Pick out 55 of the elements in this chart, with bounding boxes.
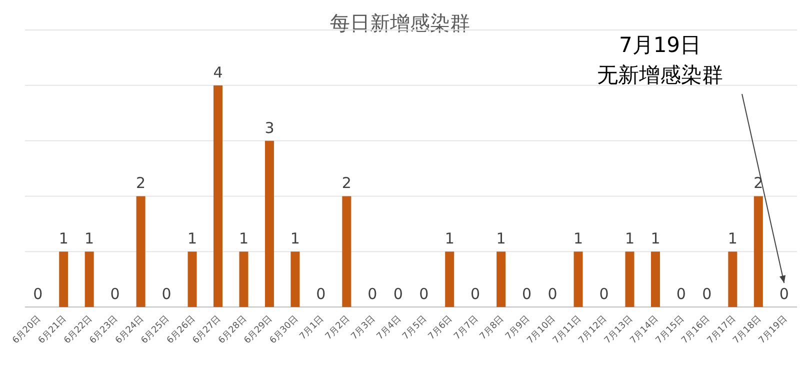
data-label: 0 [548, 285, 558, 303]
x-tick-label: 7月4日 [375, 314, 404, 342]
data-label: 1 [496, 230, 506, 248]
data-label: 0 [162, 285, 172, 303]
bar [136, 196, 146, 307]
bar [342, 196, 352, 307]
data-label: 0 [599, 285, 609, 303]
data-label: 1 [84, 230, 94, 248]
data-label: 1 [187, 230, 198, 248]
data-label: 1 [624, 230, 635, 248]
x-tick-label: 7月7日 [452, 314, 480, 342]
data-label: 1 [444, 230, 454, 248]
data-label: 1 [573, 230, 584, 248]
annotation: 无新增感染群 [597, 63, 723, 87]
data-label: 0 [702, 285, 712, 303]
data-label: 0 [419, 285, 429, 303]
data-label: 0 [368, 285, 378, 303]
bar [239, 252, 248, 307]
bar [188, 252, 197, 307]
annotation: 7月19日 [618, 33, 702, 57]
data-label: 0 [779, 285, 789, 303]
x-tick-label: 7月1日 [298, 314, 326, 342]
data-label: 1 [58, 230, 68, 248]
bar [754, 196, 763, 307]
data-label: 1 [238, 230, 249, 248]
bar [625, 252, 634, 307]
data-label: 1 [290, 230, 300, 248]
bar [290, 252, 300, 307]
data-label: 0 [33, 285, 43, 303]
data-label: 3 [264, 118, 274, 137]
bar [650, 252, 660, 307]
x-tick-label: 7月2日 [324, 314, 352, 342]
data-label: 0 [676, 285, 686, 303]
x-tick-label: 7月8日 [478, 314, 506, 342]
bar [728, 252, 738, 307]
bar [445, 252, 454, 307]
data-label: 2 [136, 174, 146, 192]
data-label: 4 [213, 63, 223, 82]
x-tick-label: 7月3日 [350, 314, 378, 342]
data-label: 2 [342, 174, 352, 192]
bar [496, 252, 506, 307]
data-label: 0 [110, 285, 120, 303]
bar [59, 252, 68, 307]
bar [84, 252, 94, 307]
x-tick-label: 7月5日 [401, 314, 429, 342]
data-label: 0 [393, 285, 403, 303]
data-label: 0 [522, 285, 532, 303]
data-label: 0 [470, 285, 480, 303]
bar [264, 140, 274, 307]
bar [574, 252, 583, 307]
data-label: 0 [316, 285, 326, 303]
data-label: 1 [728, 230, 738, 248]
data-label: 1 [650, 230, 660, 248]
x-tick-label: 7月6日 [426, 314, 455, 342]
bar [214, 85, 222, 307]
